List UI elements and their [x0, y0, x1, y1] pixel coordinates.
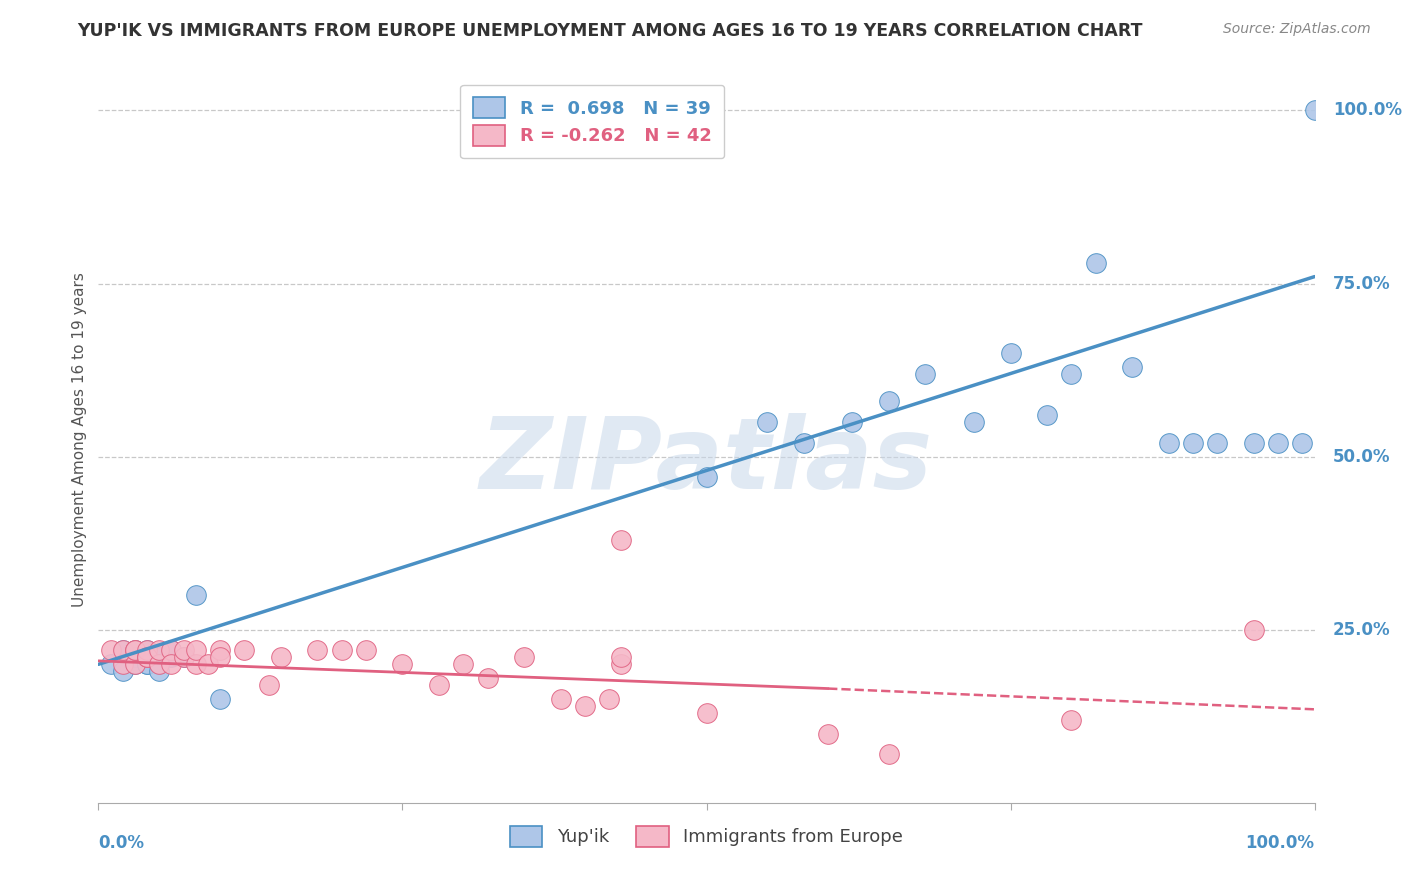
Point — [574, 698, 596, 713]
Point — [1121, 359, 1143, 374]
Point — [136, 650, 159, 665]
Point — [841, 415, 863, 429]
Y-axis label: Unemployment Among Ages 16 to 19 years: Unemployment Among Ages 16 to 19 years — [72, 272, 87, 607]
Point — [477, 671, 499, 685]
Point — [1000, 345, 1022, 359]
Point — [209, 650, 232, 665]
Point — [148, 657, 170, 672]
Point — [184, 588, 207, 602]
Point — [173, 650, 195, 665]
Text: Source: ZipAtlas.com: Source: ZipAtlas.com — [1223, 22, 1371, 37]
Point — [877, 747, 900, 762]
Text: 100.0%: 100.0% — [1333, 102, 1402, 120]
Point — [1243, 623, 1265, 637]
Point — [513, 650, 536, 665]
Text: YUP'IK VS IMMIGRANTS FROM EUROPE UNEMPLOYMENT AMONG AGES 16 TO 19 YEARS CORRELAT: YUP'IK VS IMMIGRANTS FROM EUROPE UNEMPLO… — [77, 22, 1143, 40]
Point — [136, 657, 159, 672]
Point — [391, 657, 413, 672]
Point — [877, 394, 900, 409]
Point — [1060, 367, 1083, 381]
Point — [160, 643, 183, 657]
Point — [257, 678, 280, 692]
Legend: Yup'ik, Immigrants from Europe: Yup'ik, Immigrants from Europe — [498, 814, 915, 859]
Point — [1182, 435, 1205, 450]
Point — [124, 650, 146, 665]
Point — [184, 643, 207, 657]
Point — [270, 650, 292, 665]
Point — [1084, 256, 1107, 270]
Point — [100, 657, 122, 672]
Point — [136, 650, 159, 665]
Point — [111, 665, 134, 679]
Point — [1206, 435, 1229, 450]
Point — [793, 435, 815, 450]
Text: 25.0%: 25.0% — [1333, 621, 1391, 639]
Point — [160, 650, 183, 665]
Point — [427, 678, 450, 692]
Point — [111, 657, 134, 672]
Point — [160, 643, 183, 657]
Point — [184, 657, 207, 672]
Point — [173, 643, 195, 657]
Point — [148, 643, 170, 657]
Point — [136, 643, 159, 657]
Point — [148, 665, 170, 679]
Point — [136, 650, 159, 665]
Point — [610, 533, 633, 547]
Point — [100, 643, 122, 657]
Point — [1267, 435, 1289, 450]
Point — [696, 470, 718, 484]
Point — [148, 650, 170, 665]
Point — [136, 643, 159, 657]
Point — [453, 657, 475, 672]
Point — [148, 657, 170, 672]
Point — [111, 643, 134, 657]
Point — [330, 643, 353, 657]
Point — [124, 643, 146, 657]
Point — [307, 643, 329, 657]
Point — [124, 643, 146, 657]
Point — [1303, 103, 1326, 118]
Point — [136, 657, 159, 672]
Point — [1157, 435, 1180, 450]
Point — [1243, 435, 1265, 450]
Point — [914, 367, 936, 381]
Point — [209, 643, 232, 657]
Point — [550, 692, 572, 706]
Point — [124, 643, 146, 657]
Text: 0.0%: 0.0% — [98, 834, 145, 852]
Text: 50.0%: 50.0% — [1333, 448, 1391, 466]
Point — [136, 650, 159, 665]
Point — [756, 415, 779, 429]
Point — [233, 643, 256, 657]
Point — [173, 650, 195, 665]
Point — [598, 692, 620, 706]
Point — [1036, 408, 1059, 422]
Text: ZIPatlas: ZIPatlas — [479, 413, 934, 509]
Point — [610, 657, 633, 672]
Point — [1291, 435, 1313, 450]
Point — [197, 657, 219, 672]
Point — [610, 650, 633, 665]
Point — [160, 657, 183, 672]
Text: 75.0%: 75.0% — [1333, 275, 1391, 293]
Point — [111, 643, 134, 657]
Point — [124, 650, 146, 665]
Point — [209, 692, 232, 706]
Point — [963, 415, 986, 429]
Point — [124, 657, 146, 672]
Point — [817, 726, 839, 740]
Point — [1060, 713, 1083, 727]
Point — [124, 657, 146, 672]
Point — [696, 706, 718, 720]
Point — [354, 643, 377, 657]
Text: 100.0%: 100.0% — [1246, 834, 1315, 852]
